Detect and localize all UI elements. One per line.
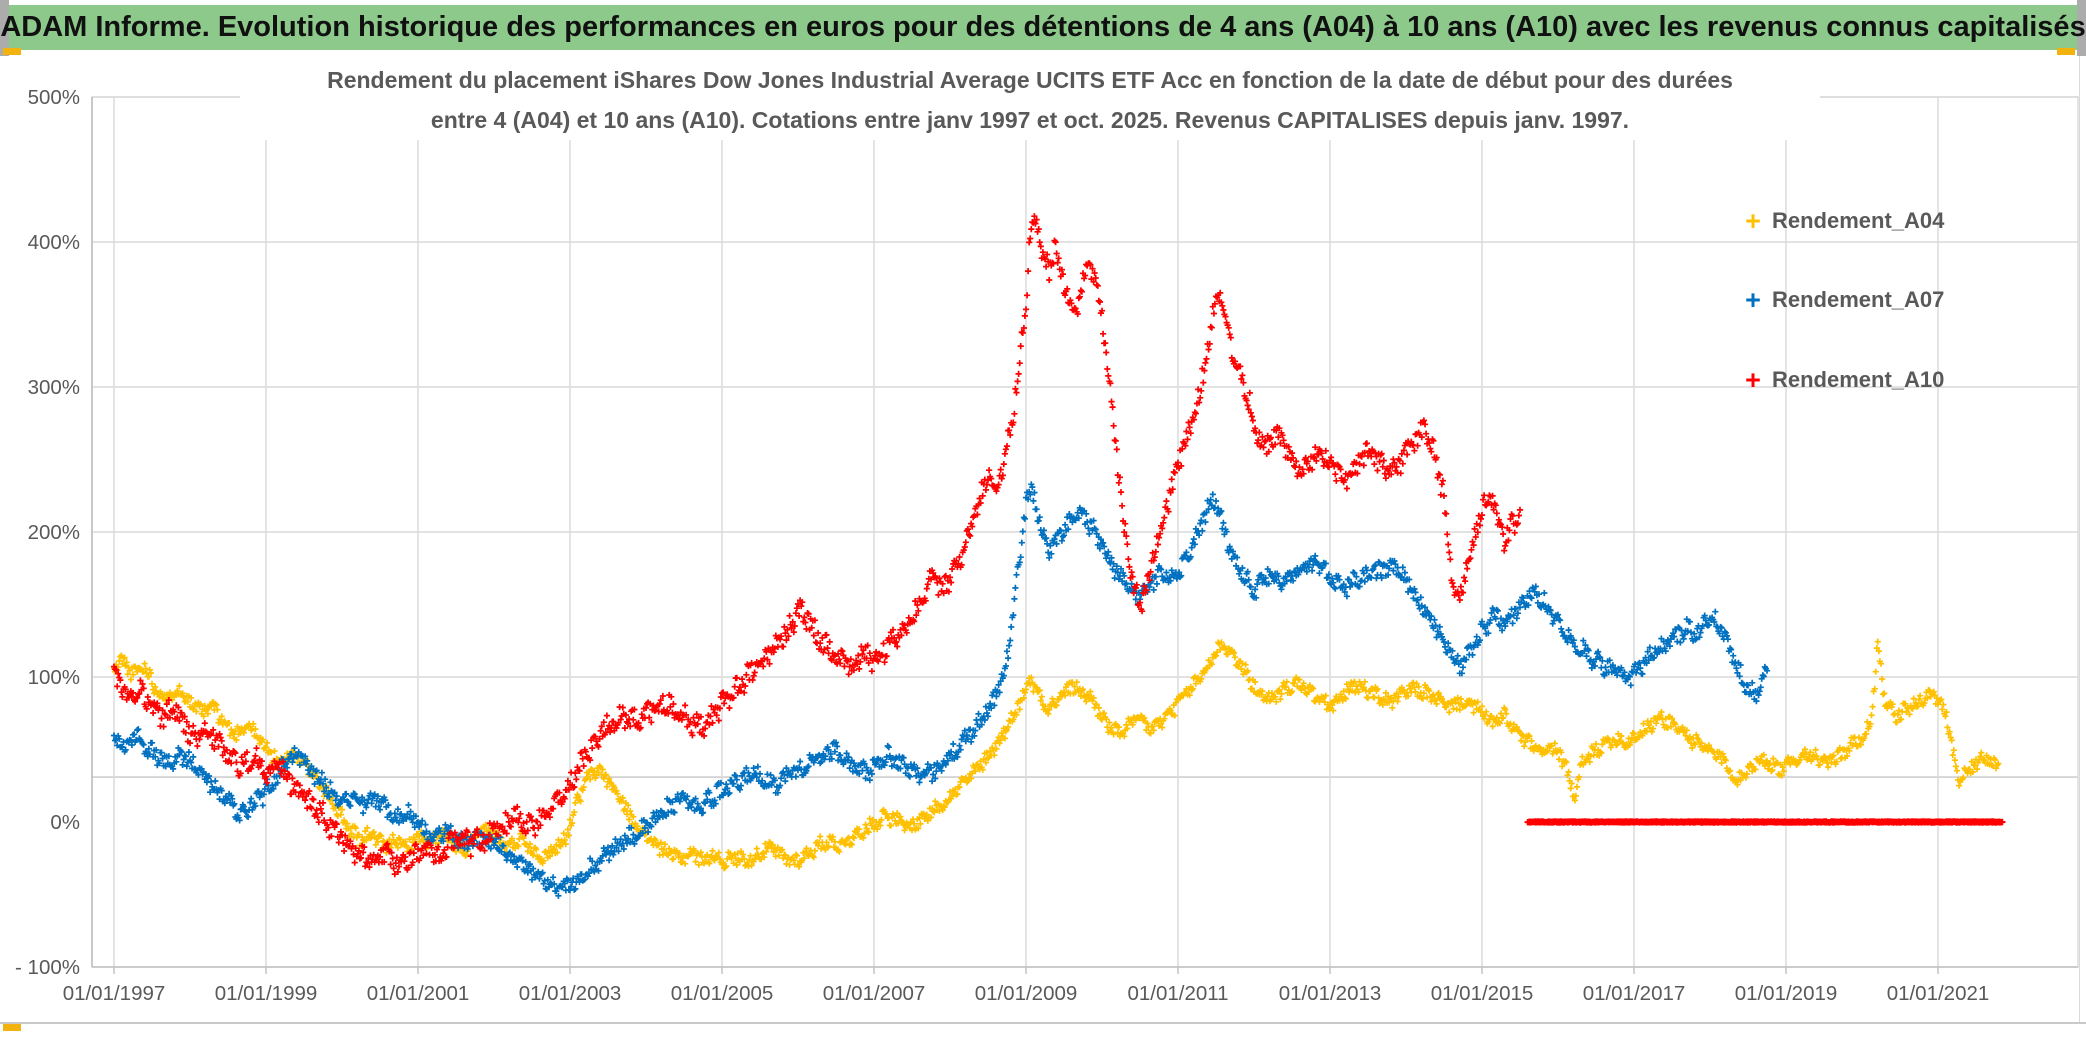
header-accent-left xyxy=(3,48,21,55)
plus-marker-icon: + xyxy=(1745,285,1761,315)
chart-title-line1: Rendement du placement iShares Dow Jones… xyxy=(327,67,1733,93)
legend-item-a10[interactable]: + Rendement_A10 xyxy=(1740,365,1945,395)
legend-label: Rendement_A07 xyxy=(1772,287,1945,312)
series-Rendement_A10-zero-line xyxy=(1524,818,2006,826)
legend-label: Rendement_A04 xyxy=(1772,208,1945,233)
y-tick-label: 400% xyxy=(28,231,80,254)
y-tick-label: 100% xyxy=(28,666,80,689)
x-tick-label: 01/01/2001 xyxy=(367,982,470,1005)
x-tick-label: 01/01/2011 xyxy=(1127,982,1228,1005)
y-tick-label: - 100% xyxy=(15,956,80,979)
header-title: ADAM Informe. Evolution historique des p… xyxy=(0,11,2086,43)
series-Rendement_A04 xyxy=(110,638,2002,872)
series-Rendement_A10 xyxy=(110,213,1524,878)
chart-frame-right xyxy=(2079,56,2080,1022)
header-banner: ADAM Informe. Evolution historique des p… xyxy=(0,5,2086,50)
legend-item-a04[interactable]: + Rendement_A04 xyxy=(1740,206,1945,236)
x-tick-label: 01/01/2021 xyxy=(1887,982,1990,1005)
plus-marker-icon: + xyxy=(1745,206,1761,236)
y-tick-label: 0% xyxy=(50,811,80,834)
header-accent-right xyxy=(2057,48,2075,55)
legend-label: Rendement_A10 xyxy=(1772,367,1945,392)
bottom-rule xyxy=(0,1022,2086,1024)
chart-title-line2: entre 4 (A04) et 10 ans (A10). Cotations… xyxy=(430,107,1630,133)
y-tick-label: 500% xyxy=(28,86,80,109)
x-tick-label: 01/01/2015 xyxy=(1431,982,1534,1005)
y-tick-label: 200% xyxy=(28,521,80,544)
chart-title: Rendement du placement iShares Dow Jones… xyxy=(240,60,1820,140)
x-tick-label: 01/01/2009 xyxy=(975,982,1078,1005)
x-tick-label: 01/01/2013 xyxy=(1279,982,1382,1005)
y-tick-label: 300% xyxy=(28,376,80,399)
x-tick-label: 01/01/2003 xyxy=(519,982,622,1005)
x-tick-label: 01/01/2007 xyxy=(823,982,926,1005)
x-tick-label: 01/01/2017 xyxy=(1583,982,1686,1005)
left-edge-strip xyxy=(0,0,9,57)
x-tick-label: 01/01/2005 xyxy=(671,982,774,1005)
x-tick-label: 01/01/1999 xyxy=(215,982,318,1005)
right-edge-strip xyxy=(2077,0,2086,57)
legend-item-a07[interactable]: + Rendement_A07 xyxy=(1740,285,1945,315)
chart-area[interactable]: 500% 400% 300% 200% 100% 0% - 100% 01/01/1997 01… xyxy=(0,56,2086,1022)
x-tick-label: 01/01/2019 xyxy=(1735,982,1838,1005)
series-Rendement_A07 xyxy=(110,481,1771,899)
plus-marker-icon: + xyxy=(1745,365,1761,395)
bottom-accent-left xyxy=(3,1024,21,1031)
x-tick-label: 01/01/1997 xyxy=(63,982,166,1005)
